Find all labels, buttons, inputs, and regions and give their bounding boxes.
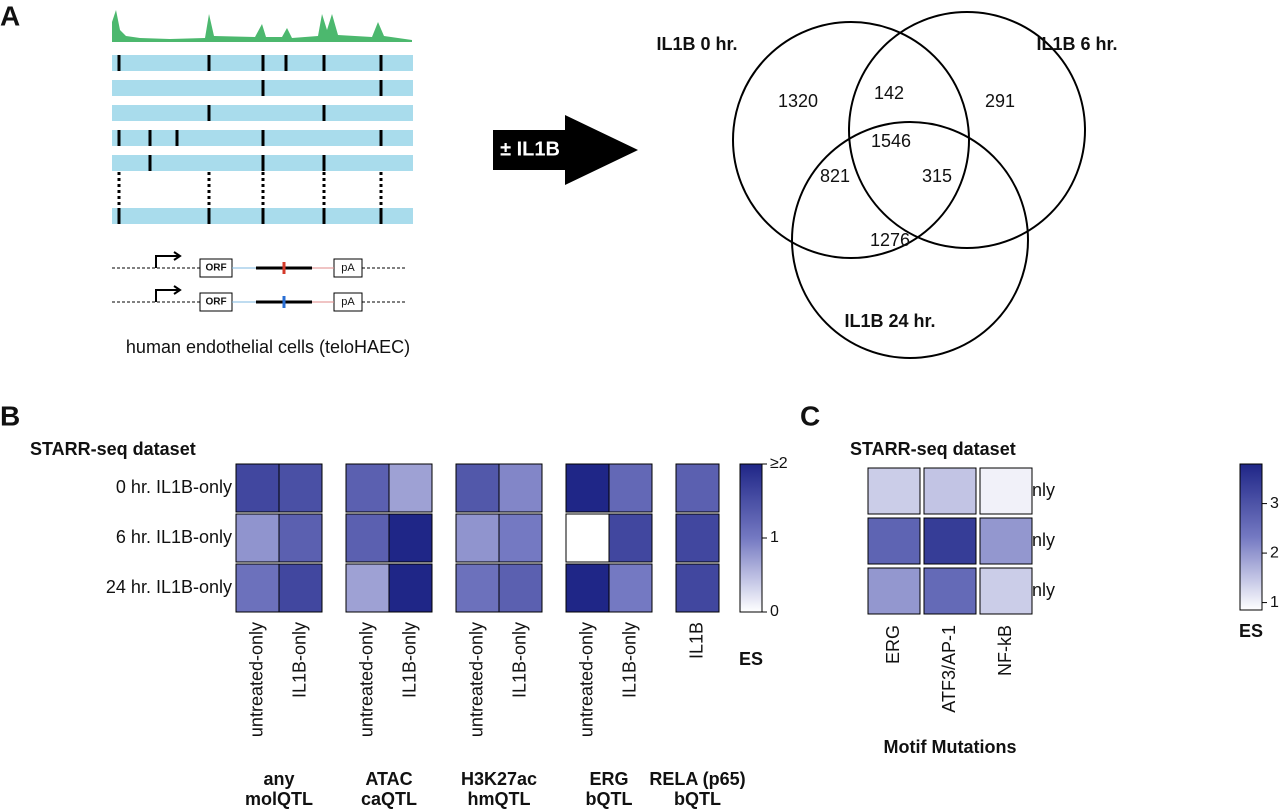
set-label: IL1B 6 hr.: [1036, 34, 1117, 54]
row-label: 0 hr. IL1B-only: [116, 477, 232, 497]
colorbar: [1239, 463, 1263, 611]
heatmap-cell: [498, 563, 543, 613]
colorbar-tick-label: 2: [1270, 544, 1279, 561]
heatmap-cell: [867, 567, 921, 615]
set-label: IL1B 24 hr.: [844, 311, 935, 331]
group-label: hmQTL: [468, 789, 531, 809]
heatmap-cell: [923, 517, 977, 565]
venn-circle: [848, 11, 1086, 249]
column-label: untreated-only: [576, 622, 596, 737]
construct-label: ORF: [205, 297, 226, 308]
colorbar-title: ES: [1239, 621, 1263, 641]
region-count: 315: [922, 166, 952, 186]
caption: human endothelial cells (teloHAEC): [126, 337, 410, 357]
heatmap-cell: [923, 567, 977, 615]
track-diagram: ORF ORF pA pA human endothelial cells (t…: [112, 10, 413, 357]
heatmap-cell: [278, 563, 323, 613]
construct-label: ORF: [205, 263, 226, 274]
colorbar: [739, 463, 763, 613]
heatmap-cell: [498, 463, 543, 513]
heatmap-cell: [388, 463, 433, 513]
row-label: 24 hr. IL1B-only: [106, 577, 232, 597]
heatmap-cell: [345, 463, 390, 513]
colorbar-tick-label: 3: [1270, 495, 1279, 512]
y-axis-title: STARR-seq dataset: [850, 439, 1016, 459]
heatmap-cell: [979, 467, 1033, 515]
heatmap-cell: [565, 463, 610, 513]
region-count: 1320: [778, 91, 818, 111]
column-label: untreated-only: [356, 622, 376, 737]
heatmap-cell: [278, 463, 323, 513]
group-label: any: [263, 769, 294, 789]
heatmap-cell: [923, 467, 977, 515]
set-label: IL1B 0 hr.: [656, 34, 737, 54]
row-label: 6 hr. IL1B-only: [116, 527, 232, 547]
colorbar-tick-label: 1: [770, 529, 779, 546]
heatmap-cell: [675, 563, 720, 613]
region-count: 1546: [871, 131, 911, 151]
group-label: molQTL: [245, 789, 313, 809]
heatmap-cell: [675, 513, 720, 563]
heatmap-cell: [498, 513, 543, 563]
panel-label: A: [0, 0, 20, 31]
column-label: IL1B-only: [289, 622, 309, 698]
column-label: NF-kB: [995, 625, 1015, 676]
group-label: bQTL: [586, 789, 633, 809]
region-count: 821: [820, 166, 850, 186]
x-axis-title: Motif Mutations: [884, 737, 1017, 757]
column-label: untreated-only: [246, 622, 266, 737]
heatmap-cell: [345, 513, 390, 563]
heatmap-cell: [675, 463, 720, 513]
heatmap-cell: [455, 513, 500, 563]
group-label: bQTL: [674, 789, 721, 809]
colorbar-tick-label: ≥2: [770, 455, 788, 472]
colorbar-tick-label: 0: [770, 603, 779, 620]
heatmap-cell: [388, 513, 433, 563]
column-label: ERG: [883, 625, 903, 664]
heatmap-cell: [455, 463, 500, 513]
heatmap-cell: [979, 517, 1033, 565]
y-axis-title: STARR-seq dataset: [30, 439, 196, 459]
heatmap-cell: [867, 517, 921, 565]
region-count: 291: [985, 91, 1015, 111]
heatmap-cell: [345, 563, 390, 613]
construct-label: pA: [341, 296, 355, 308]
column-label: IL1B-only: [619, 622, 639, 698]
heatmap-cell: [455, 563, 500, 613]
venn-circle: [732, 21, 970, 259]
panel-label: C: [800, 400, 820, 431]
heatmap-cell: [608, 463, 653, 513]
region-count: 1276: [870, 230, 910, 250]
heatmap-cell: [565, 563, 610, 613]
heatmap-cell: [608, 563, 653, 613]
venn-circle: [791, 121, 1029, 359]
column-label: ATF3/AP-1: [939, 625, 959, 713]
heatmap-cell: [278, 513, 323, 563]
heatmap-cell: [565, 513, 610, 563]
heatmap-cell: [235, 463, 280, 513]
column-label: untreated-only: [466, 622, 486, 737]
group-label: H3K27ac: [461, 769, 537, 789]
arrow: [493, 115, 638, 185]
group-label: ERG: [589, 769, 628, 789]
region-count: 142: [874, 83, 904, 103]
group-label: caQTL: [361, 789, 417, 809]
group-label: ATAC: [365, 769, 412, 789]
column-label: IL1B: [686, 622, 706, 659]
colorbar-title: ES: [739, 649, 763, 669]
panel-label: B: [0, 400, 20, 431]
group-label: RELA (p65): [649, 769, 745, 789]
construct-label: pA: [341, 262, 355, 274]
column-label: IL1B-only: [399, 622, 419, 698]
heatmap-cell: [979, 567, 1033, 615]
heatmap-cell: [235, 513, 280, 563]
heatmap-cell: [388, 563, 433, 613]
column-label: IL1B-only: [509, 622, 529, 698]
arrow-label: ± IL1B: [500, 138, 560, 160]
colorbar-tick-label: 1: [1270, 594, 1279, 611]
heatmap-cell: [235, 563, 280, 613]
heatmap-cell: [867, 467, 921, 515]
heatmap-cell: [608, 513, 653, 563]
